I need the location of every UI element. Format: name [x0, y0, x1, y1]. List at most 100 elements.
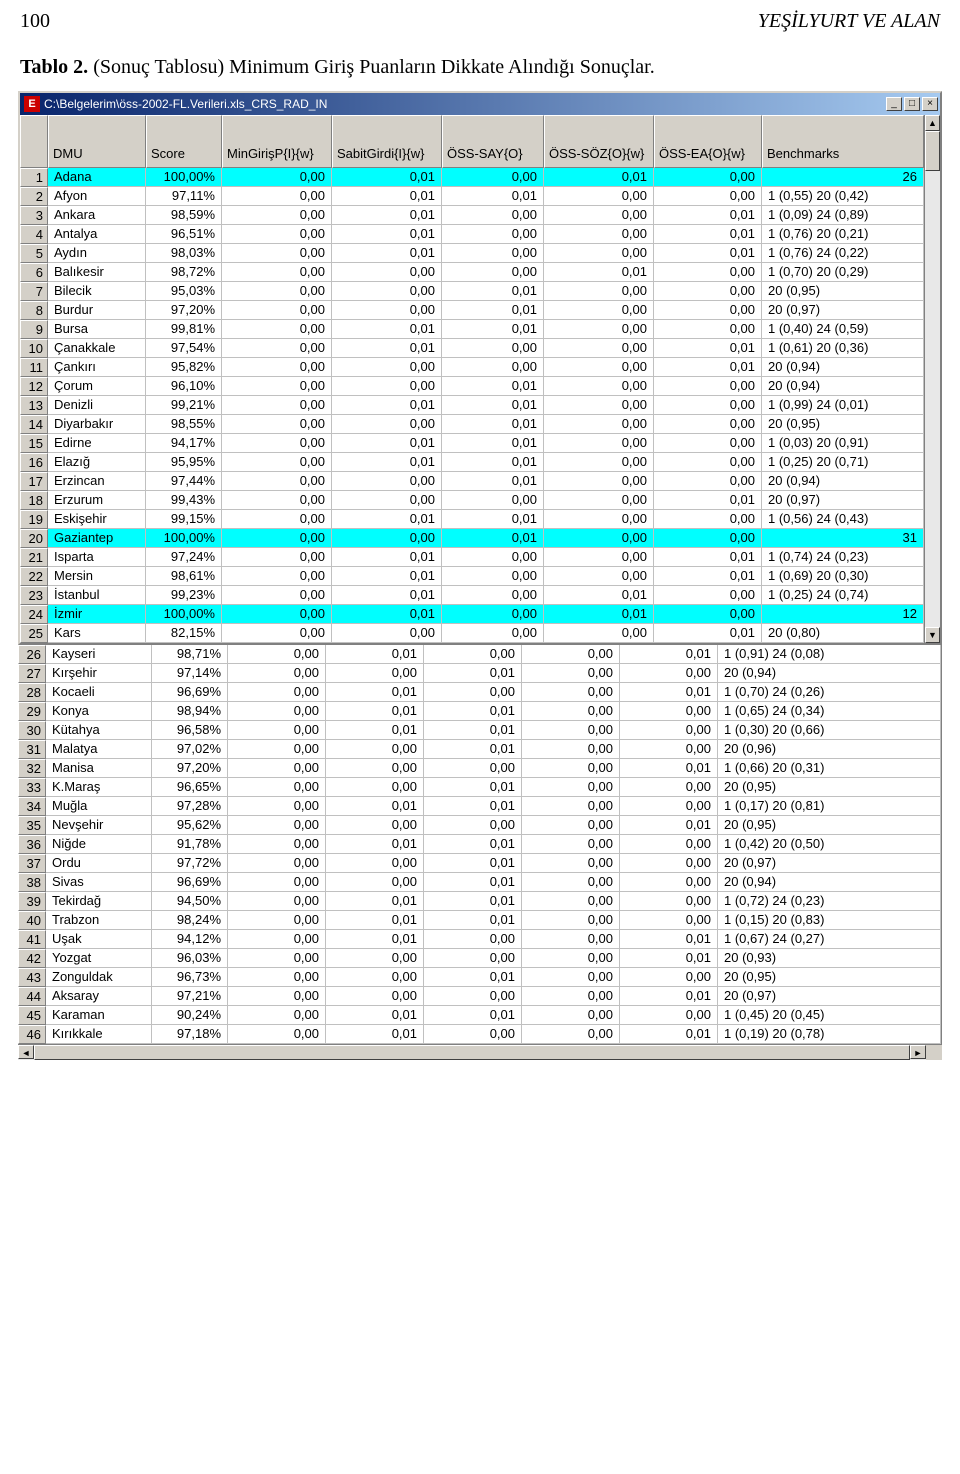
cell-value[interactable]: 0,00	[222, 548, 332, 567]
cell-dmu[interactable]: Kırşehir	[46, 664, 152, 683]
cell-score[interactable]: 94,17%	[146, 434, 222, 453]
cell-value[interactable]: 0,00	[228, 835, 326, 854]
cell-score[interactable]: 99,21%	[146, 396, 222, 415]
cell-value[interactable]: 0,00	[228, 892, 326, 911]
cell-value[interactable]: 0,01	[620, 930, 718, 949]
cell-value[interactable]: 0,00	[222, 586, 332, 605]
row-number[interactable]: 13	[20, 396, 48, 415]
cell-score[interactable]: 98,71%	[152, 645, 228, 664]
cell-benchmarks[interactable]: 1 (0,72) 24 (0,23)	[718, 892, 941, 911]
row-number[interactable]: 5	[20, 244, 48, 263]
row-number[interactable]: 2	[20, 187, 48, 206]
col-sabitgirdi[interactable]: SabitGirdi{I}{w}	[332, 115, 442, 168]
cell-dmu[interactable]: Uşak	[46, 930, 152, 949]
cell-value[interactable]: 0,00	[544, 453, 654, 472]
cell-value[interactable]: 0,00	[332, 529, 442, 548]
col-osssoz[interactable]: ÖSS-SÖZ{O}{w}	[544, 115, 654, 168]
cell-score[interactable]: 97,28%	[152, 797, 228, 816]
cell-value[interactable]: 0,00	[228, 683, 326, 702]
cell-value[interactable]: 0,01	[424, 797, 522, 816]
cell-value[interactable]: 0,00	[326, 873, 424, 892]
cell-dmu[interactable]: K.Maraş	[46, 778, 152, 797]
cell-value[interactable]: 0,01	[442, 320, 544, 339]
results-grid-continued[interactable]: 26Kayseri98,71%0,000,010,000,000,011 (0,…	[18, 645, 942, 1044]
cell-value[interactable]: 0,01	[442, 415, 544, 434]
cell-value[interactable]: 0,01	[442, 472, 544, 491]
cell-dmu[interactable]: Kocaeli	[46, 683, 152, 702]
cell-score[interactable]: 97,20%	[152, 759, 228, 778]
cell-value[interactable]: 0,00	[332, 282, 442, 301]
row-number[interactable]: 35	[18, 816, 46, 835]
cell-value[interactable]: 0,00	[222, 225, 332, 244]
cell-value[interactable]: 0,00	[222, 187, 332, 206]
row-number[interactable]: 46	[18, 1025, 46, 1044]
cell-benchmarks[interactable]: 26	[762, 168, 924, 187]
scroll-up-icon[interactable]: ▲	[925, 115, 940, 131]
cell-value[interactable]: 0,00	[222, 244, 332, 263]
cell-benchmarks[interactable]: 20 (0,95)	[718, 778, 941, 797]
cell-benchmarks[interactable]: 20 (0,80)	[762, 624, 924, 643]
cell-score[interactable]: 96,58%	[152, 721, 228, 740]
row-number[interactable]: 15	[20, 434, 48, 453]
cell-value[interactable]: 0,00	[544, 396, 654, 415]
cell-value[interactable]: 0,00	[522, 911, 620, 930]
cell-value[interactable]: 0,01	[424, 702, 522, 721]
cell-value[interactable]: 0,01	[442, 301, 544, 320]
cell-value[interactable]: 0,00	[228, 854, 326, 873]
cell-value[interactable]: 0,01	[442, 434, 544, 453]
cell-dmu[interactable]: Elazığ	[48, 453, 146, 472]
cell-dmu[interactable]: Mersin	[48, 567, 146, 586]
cell-benchmarks[interactable]: 20 (0,97)	[718, 987, 941, 1006]
cell-value[interactable]: 0,00	[228, 930, 326, 949]
cell-benchmarks[interactable]: 1 (0,45) 20 (0,45)	[718, 1006, 941, 1025]
cell-dmu[interactable]: Afyon	[48, 187, 146, 206]
cell-value[interactable]: 0,00	[654, 396, 762, 415]
cell-dmu[interactable]: Yozgat	[46, 949, 152, 968]
cell-score[interactable]: 95,62%	[152, 816, 228, 835]
maximize-button[interactable]: □	[904, 97, 920, 111]
cell-value[interactable]: 0,01	[442, 187, 544, 206]
cell-dmu[interactable]: Muğla	[46, 797, 152, 816]
row-number[interactable]: 44	[18, 987, 46, 1006]
cell-dmu[interactable]: Zonguldak	[46, 968, 152, 987]
cell-dmu[interactable]: Burdur	[48, 301, 146, 320]
cell-value[interactable]: 0,00	[522, 835, 620, 854]
cell-benchmarks[interactable]: 1 (0,99) 24 (0,01)	[762, 396, 924, 415]
cell-value[interactable]: 0,00	[522, 664, 620, 683]
cell-benchmarks[interactable]: 20 (0,97)	[718, 854, 941, 873]
cell-benchmarks[interactable]: 20 (0,94)	[718, 873, 941, 892]
row-number[interactable]: 28	[18, 683, 46, 702]
cell-value[interactable]: 0,00	[654, 377, 762, 396]
cell-value[interactable]: 0,00	[332, 472, 442, 491]
cell-benchmarks[interactable]: 1 (0,61) 20 (0,36)	[762, 339, 924, 358]
cell-dmu[interactable]: İstanbul	[48, 586, 146, 605]
cell-value[interactable]: 0,00	[222, 377, 332, 396]
row-number[interactable]: 40	[18, 911, 46, 930]
cell-value[interactable]: 0,00	[332, 263, 442, 282]
cell-value[interactable]: 0,00	[620, 664, 718, 683]
cell-dmu[interactable]: Ordu	[46, 854, 152, 873]
cell-value[interactable]: 0,01	[654, 491, 762, 510]
cell-value[interactable]: 0,00	[228, 1025, 326, 1044]
cell-value[interactable]: 0,00	[544, 472, 654, 491]
cell-value[interactable]: 0,00	[442, 339, 544, 358]
cell-value[interactable]: 0,00	[620, 911, 718, 930]
cell-value[interactable]: 0,01	[326, 835, 424, 854]
cell-value[interactable]: 0,01	[442, 282, 544, 301]
cell-value[interactable]: 0,01	[326, 683, 424, 702]
cell-value[interactable]: 0,00	[222, 282, 332, 301]
cell-benchmarks[interactable]: 20 (0,95)	[718, 968, 941, 987]
row-number[interactable]: 17	[20, 472, 48, 491]
cell-value[interactable]: 0,00	[424, 645, 522, 664]
cell-value[interactable]: 0,00	[332, 377, 442, 396]
horizontal-scrollbar[interactable]: ◄ ►	[18, 1044, 942, 1060]
cell-value[interactable]: 0,01	[424, 911, 522, 930]
cell-value[interactable]: 0,00	[544, 358, 654, 377]
cell-value[interactable]: 0,00	[522, 721, 620, 740]
cell-value[interactable]: 0,01	[442, 453, 544, 472]
cell-value[interactable]: 0,00	[522, 1025, 620, 1044]
titlebar[interactable]: E C:\Belgelerim\öss-2002-FL.Verileri.xls…	[20, 93, 940, 115]
cell-value[interactable]: 0,01	[332, 453, 442, 472]
cell-value[interactable]: 0,00	[222, 320, 332, 339]
cell-benchmarks[interactable]: 1 (0,25) 24 (0,74)	[762, 586, 924, 605]
